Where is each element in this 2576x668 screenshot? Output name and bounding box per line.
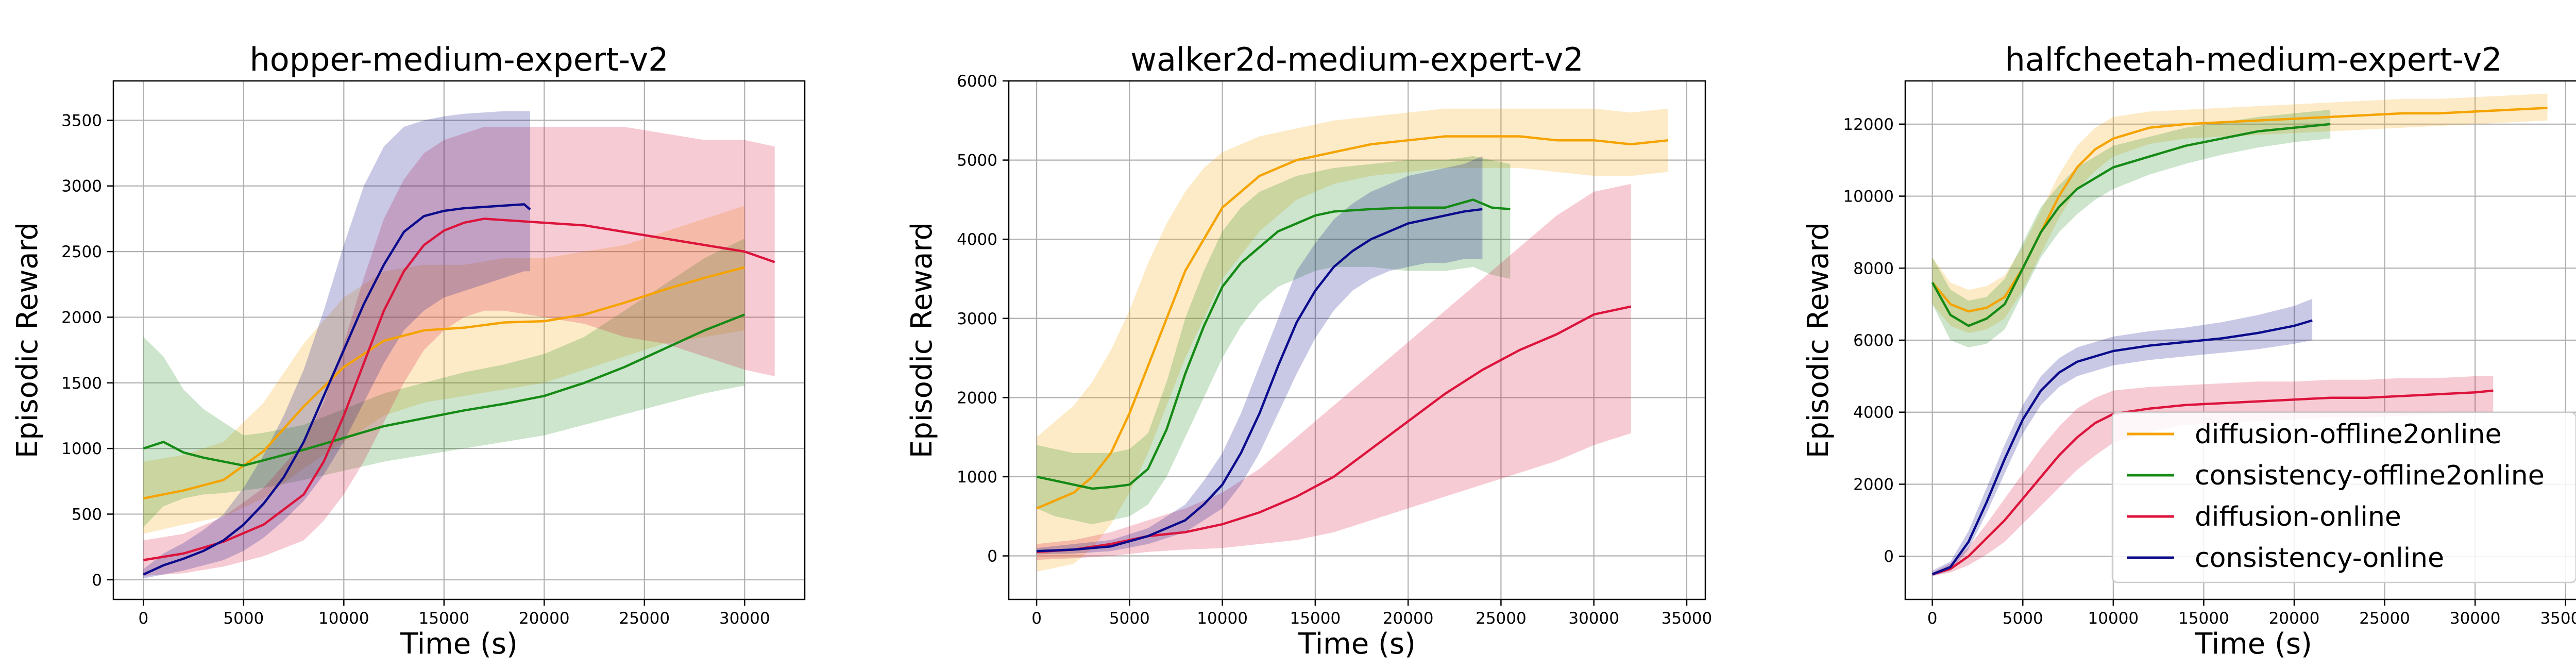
band-consistency-offline2online — [1932, 109, 2331, 347]
y-tick-label: 10000 — [1843, 188, 1894, 206]
legend-entry: diffusion-online — [2127, 502, 2401, 532]
x-axis-label: Time (s) — [400, 627, 518, 661]
axes-frame — [112, 80, 806, 600]
chart-panels: 0 5000 10000 15000 20000 25000 300000500100015… — [11, 41, 2576, 661]
chart-title: halfcheetah-medium-expert-v2 — [2005, 41, 2502, 78]
series-line-consistency-online — [143, 203, 531, 576]
x-tick-label: 30000 — [1568, 609, 1619, 628]
x-tick-label: 5000 — [223, 609, 264, 628]
series-line-consistency-offline2online — [1931, 123, 2331, 327]
x-tick-label: 15000 — [419, 609, 470, 628]
band-diffusion-offline2online — [1037, 108, 1668, 572]
band-diffusion-online — [1932, 376, 2494, 576]
y-tick-label: 0 — [92, 571, 102, 590]
y-tick-label: 12000 — [1843, 115, 1894, 134]
y-tick-label: 6000 — [957, 72, 997, 91]
legend-entry: consistency-online — [2127, 543, 2444, 574]
x-tick-label: 25000 — [1476, 609, 1527, 628]
x-tick-label: 35000 — [2540, 609, 2576, 628]
legend-label: consistency-online — [2195, 543, 2444, 574]
series-line-consistency-offline2online — [143, 313, 745, 467]
x-tick-label: 0 — [1031, 609, 1042, 628]
x-axis-label: Time (s) — [1298, 627, 1416, 661]
y-tick-label: 4000 — [1853, 404, 1894, 422]
x-tick-label: 10000 — [2088, 609, 2139, 628]
y-axis-label: Episodic Reward — [905, 222, 939, 458]
band-diffusion-offline2online — [1932, 93, 2548, 333]
x-tick-label: 10000 — [318, 609, 369, 628]
y-tick-label: 8000 — [1853, 259, 1894, 278]
y-tick-label: 3000 — [61, 177, 102, 196]
x-tick-label: 25000 — [619, 609, 670, 628]
x-tick-label: 35000 — [1662, 609, 1713, 628]
series-line-diffusion-offline2online — [1931, 107, 2548, 313]
y-tick-label: 4000 — [957, 230, 997, 249]
legend-box — [2111, 411, 2576, 583]
y-tick-label: 1000 — [957, 468, 997, 487]
y-tick-label: 500 — [72, 505, 102, 524]
legend-label: diffusion-online — [2195, 502, 2401, 532]
x-tick-label: 15000 — [1290, 609, 1341, 628]
series-line-consistency-offline2online — [1036, 198, 1511, 490]
x-tick-label: 20000 — [1383, 609, 1434, 628]
y-tick-label: 1000 — [61, 440, 102, 458]
band-consistency-online — [1037, 156, 1483, 555]
x-tick-label: 20000 — [2269, 609, 2320, 628]
chart-panel-2: 0 5000 10000 15000 20000 25000 30000 35000 0 1000… — [905, 41, 1712, 661]
y-tick-label: 2000 — [1853, 475, 1894, 494]
x-tick-label: 25000 — [2359, 609, 2410, 628]
legend-entry: diffusion-offline2online — [2127, 419, 2501, 450]
chart-panel-1: 0 5000 10000 15000 20000 25000 30000 0 500 1000 15… — [11, 41, 806, 661]
x-tick-label: 30000 — [719, 609, 770, 628]
series-line-diffusion-offline2online — [1036, 135, 1669, 510]
chart-title: hopper-medium-expert-v2 — [249, 41, 668, 78]
band-consistency-offline2online — [143, 238, 745, 527]
y-tick-label: 1500 — [61, 374, 102, 393]
band-diffusion-online — [1037, 183, 1631, 560]
plot-area — [1036, 108, 1669, 572]
y-tick-label: 3000 — [957, 310, 997, 328]
plot-area — [143, 111, 775, 579]
axes-frame — [1008, 80, 1706, 600]
band-consistency-online — [1932, 298, 2313, 576]
y-tick-label: 6000 — [1853, 331, 1894, 350]
series-line-diffusion-online — [1932, 389, 2494, 576]
band-consistency-online — [143, 111, 531, 579]
x-tick-label: 5000 — [2003, 609, 2043, 628]
legend-label: consistency-offline2online — [2195, 460, 2545, 491]
legend: diffusion-offline2online consistency-offl… — [2111, 411, 2576, 583]
x-tick-label: 0 — [1927, 609, 1938, 628]
chart-title: walker2d-medium-expert-v2 — [1130, 41, 1584, 78]
y-axis-label: Episodic Reward — [11, 222, 44, 458]
band-diffusion-online — [143, 127, 775, 576]
y-tick-label: 2500 — [61, 243, 102, 261]
y-tick-label: 0 — [987, 547, 997, 566]
y-axis-label: Episodic Reward — [1802, 222, 1835, 458]
x-tick-label: 5000 — [1109, 609, 1150, 628]
x-tick-label: 0 — [138, 609, 148, 628]
series-line-consistency-online — [1037, 208, 1483, 553]
y-tick-label: 2000 — [61, 308, 102, 327]
plot-area — [1931, 93, 2548, 576]
legend-label: diffusion-offline2online — [2195, 419, 2501, 450]
y-tick-label: 3500 — [61, 111, 102, 130]
x-tick-label: 10000 — [1197, 609, 1248, 628]
x-axis-label: Time (s) — [2194, 627, 2312, 661]
legend-entry: consistency-offline2online — [2127, 460, 2545, 491]
chart-panel-3: 0 5000 10000 15000 20000 25000 30000 35000 0 2000… — [1802, 41, 2576, 661]
x-tick-label: 20000 — [519, 609, 570, 628]
y-tick-label: 5000 — [957, 152, 997, 170]
band-consistency-offline2online — [1037, 156, 1511, 525]
x-tick-label: 30000 — [2450, 609, 2501, 628]
x-tick-label: 15000 — [2178, 609, 2229, 628]
y-tick-label: 2000 — [957, 389, 997, 407]
series-line-diffusion-online — [143, 218, 775, 561]
series-line-consistency-online — [1931, 319, 2313, 576]
y-tick-label: 0 — [1884, 547, 1894, 566]
